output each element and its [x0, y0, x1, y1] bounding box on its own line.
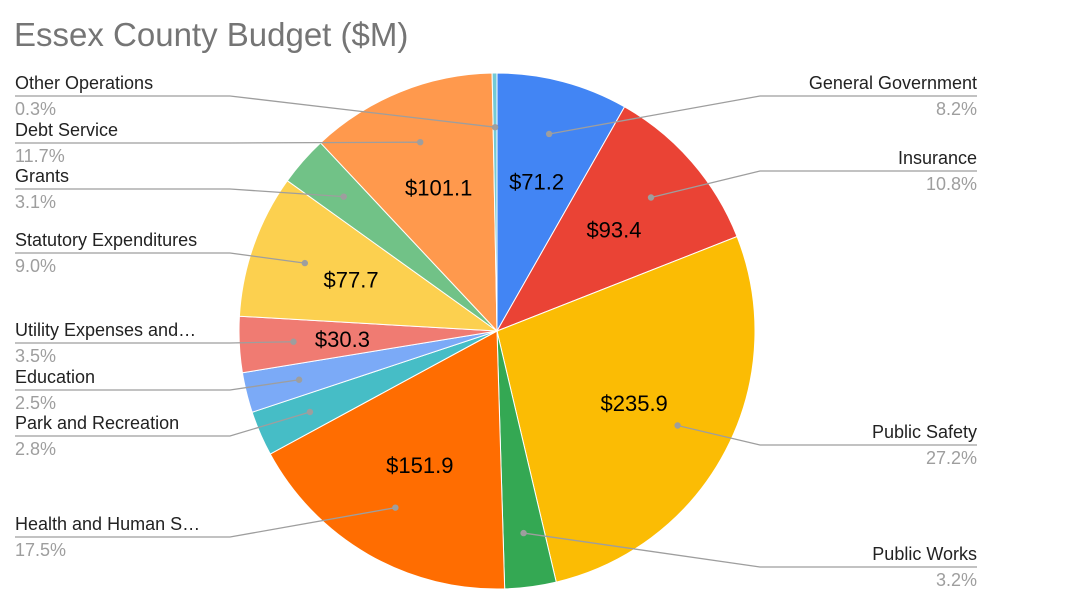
leader-line-other-operations — [15, 95, 496, 128]
category-label-grants: Grants — [15, 166, 69, 186]
percent-label-other-operations: 0.3% — [15, 99, 56, 119]
leader-dot-grants — [340, 193, 347, 200]
category-label-park-and-recreation: Park and Recreation — [15, 413, 179, 433]
slice-value-label-utility-expenses-and: $30.3 — [315, 327, 370, 352]
leader-line-park-and-recreation — [15, 411, 311, 437]
percent-label-insurance: 10.8% — [926, 174, 977, 194]
leader-dot-debt-service — [417, 138, 424, 146]
percent-label-public-safety: 27.2% — [926, 448, 977, 468]
percent-label-general-government: 8.2% — [936, 99, 977, 119]
percent-label-debt-service: 11.7% — [15, 146, 65, 166]
leader-lines — [15, 95, 977, 568]
slice-value-label-health-and-human-s: $151.9 — [386, 453, 453, 478]
leader-dot-other-operations — [491, 123, 499, 131]
category-label-general-government: General Government — [809, 73, 977, 93]
percent-label-public-works: 3.2% — [936, 570, 977, 590]
leader-dot-public-works — [520, 529, 527, 537]
leader-dot-utility-expenses-and — [290, 338, 297, 345]
leader-dot-public-safety — [674, 422, 681, 429]
slice-value-label-insurance: $93.4 — [586, 218, 641, 243]
category-label-public-works: Public Works — [872, 544, 977, 564]
slice-value-label-public-safety: $235.9 — [601, 391, 668, 416]
leader-dot-education — [295, 376, 303, 383]
slice-debt-service — [319, 72, 498, 333]
leader-line-grants — [15, 188, 344, 198]
category-label-debt-service: Debt Service — [15, 120, 118, 140]
category-label-health-and-human-s: Health and Human S… — [15, 514, 200, 534]
category-label-education: Education — [15, 367, 95, 387]
leader-line-education — [15, 379, 300, 391]
percent-label-education: 2.5% — [15, 393, 56, 413]
leader-line-insurance — [650, 170, 977, 199]
leader-line-health-and-human-s — [15, 507, 396, 538]
leader-line-debt-service — [15, 141, 421, 144]
leader-dot-general-government — [545, 130, 553, 138]
slice-insurance — [495, 106, 738, 332]
percent-label-utility-expenses-and: 3.5% — [15, 346, 56, 366]
slice-value-label-statutory-expenditures: $77.7 — [324, 267, 379, 292]
leader-line-statutory-expenditures — [15, 252, 305, 264]
leader-dot-statutory-expenditures — [301, 259, 309, 267]
slice-value-label-debt-service: $101.1 — [405, 176, 472, 201]
leader-line-public-works — [523, 532, 977, 568]
percent-label-grants: 3.1% — [15, 192, 56, 212]
category-label-other-operations: Other Operations — [15, 73, 153, 93]
leader-line-general-government — [549, 95, 977, 135]
slice-other-operations — [491, 72, 498, 332]
percent-label-health-and-human-s: 17.5% — [15, 540, 66, 560]
slice-value-label-general-government: $71.2 — [509, 169, 564, 194]
percent-label-park-and-recreation: 2.8% — [15, 439, 56, 459]
percent-label-statutory-expenditures: 9.0% — [15, 256, 56, 276]
slice-general-government — [496, 72, 626, 333]
leader-line-utility-expenses-and — [15, 341, 294, 344]
slice-category-labels: General Government 8.2% Insurance 10.8% Publ… — [15, 73, 977, 590]
leader-dot-health-and-human-s — [392, 504, 399, 511]
leader-line-public-safety — [677, 424, 977, 446]
category-label-public-safety: Public Safety — [872, 422, 977, 442]
category-label-statutory-expenditures: Statutory Expenditures — [15, 230, 197, 250]
chart-title: Essex County Budget ($M) — [14, 16, 408, 53]
pie-slices — [238, 72, 756, 590]
slice-public-safety — [496, 235, 756, 583]
leader-dot-insurance — [647, 194, 655, 201]
slice-health-and-human-s — [269, 330, 506, 590]
slice-value-labels: $71.2 $93.4 $235.9 $151.9 $30.3 $77.7 $101.1 — [315, 169, 668, 478]
category-label-utility-expenses-and: Utility Expenses and… — [15, 320, 196, 340]
slice-statutory-expenditures — [238, 179, 499, 332]
leader-dot-park-and-recreation — [306, 408, 314, 416]
category-label-insurance: Insurance — [898, 148, 977, 168]
